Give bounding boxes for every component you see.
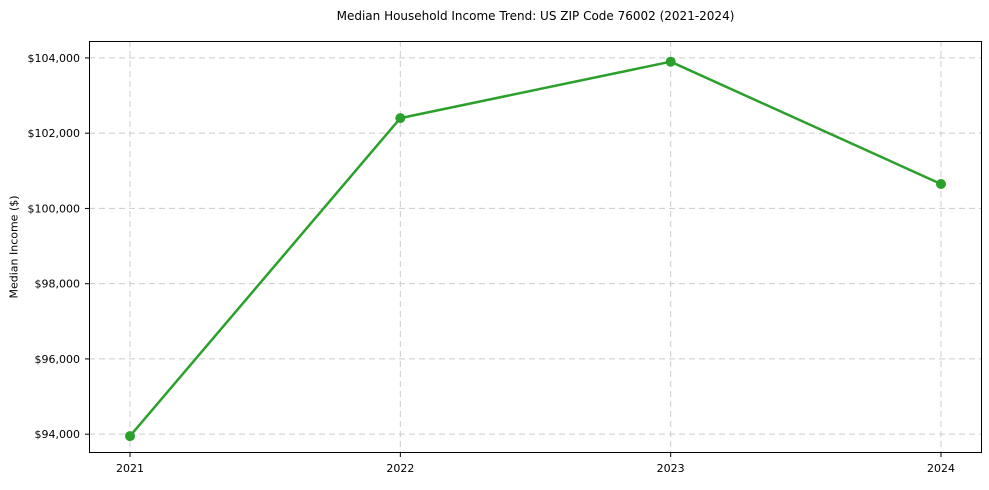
y-tick-label: $94,000 <box>35 428 81 441</box>
data-point-2023 <box>665 56 676 67</box>
x-tick-label: 2022 <box>386 462 414 475</box>
y-tick-label: $96,000 <box>35 353 81 366</box>
data-point-2024 <box>936 178 946 189</box>
data-point-2022 <box>395 113 406 124</box>
chart-title: Median Household Income Trend: US ZIP Co… <box>336 9 735 23</box>
y-tick-label: $104,000 <box>28 52 81 65</box>
plot-border <box>89 41 982 453</box>
y-tick-label: $100,000 <box>28 202 81 215</box>
y-tick-label: $98,000 <box>35 278 81 291</box>
y-tick-label: $102,000 <box>28 127 81 140</box>
x-tick-label: 2024 <box>927 462 955 475</box>
x-tick-label: 2023 <box>657 462 685 475</box>
trend-line <box>128 60 943 438</box>
data-point-2021 <box>125 431 135 442</box>
x-tick-label: 2021 <box>116 462 144 475</box>
